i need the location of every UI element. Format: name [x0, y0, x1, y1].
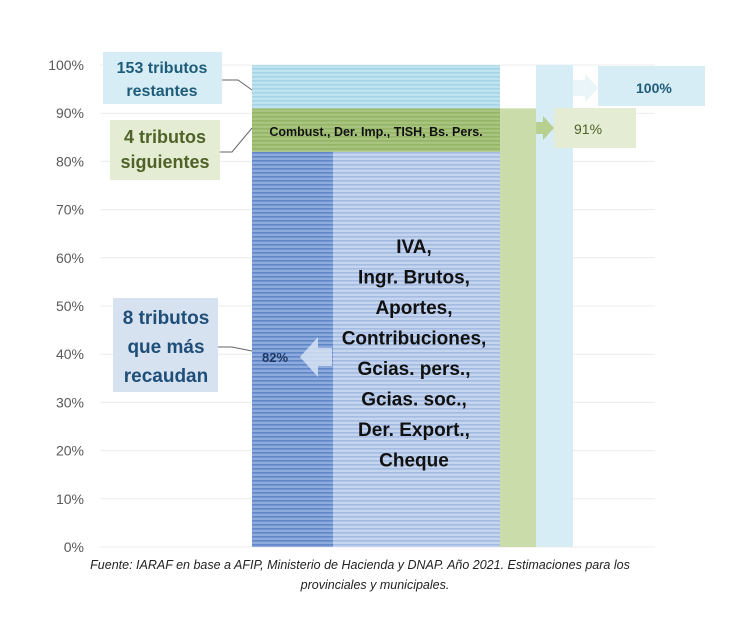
- annotation-box-siguientes: [110, 120, 220, 180]
- top8-detail-line: Cheque: [379, 451, 449, 472]
- source-line-2: provinciales y municipales.: [300, 578, 450, 592]
- value-box-91: [554, 108, 636, 148]
- bar-segment-siguientes: [252, 108, 500, 152]
- top8-detail-line: Gcias. soc.,: [361, 390, 467, 411]
- top8-detail-line: Contribuciones,: [342, 329, 487, 350]
- value-label-91: 91%: [574, 121, 602, 137]
- y-tick-label: 100%: [48, 57, 84, 73]
- source-line-1: Fuente: IARAF en base a AFIP, Ministerio…: [90, 558, 630, 572]
- connector-line: [222, 79, 253, 91]
- annotation-siguientes-line: siguientes: [120, 152, 209, 172]
- arrow-right-icon: [573, 74, 598, 102]
- annotation-restantes-line: restantes: [126, 83, 197, 100]
- arrow-left-icon: [300, 337, 332, 377]
- top8-detail-line: Ingr. Brutos,: [358, 268, 470, 289]
- connector-line: [220, 127, 253, 153]
- annotation-siguientes-line: 4 tributos: [124, 127, 206, 147]
- value-label-82: 82%: [262, 350, 288, 365]
- connector-line: [218, 346, 253, 352]
- y-tick-label: 0%: [64, 539, 84, 555]
- y-tick-label: 20%: [56, 443, 84, 459]
- bar-segment-restantes: [252, 65, 500, 109]
- y-tick-label: 40%: [56, 346, 84, 362]
- top8-detail-line: Gcias. pers.,: [357, 359, 470, 380]
- annotation-top8-line: 8 tributos: [123, 308, 210, 329]
- value-box-100: [598, 66, 705, 106]
- annotation-top8-line: recaudan: [124, 366, 208, 387]
- top8-detail-line: IVA,: [396, 237, 432, 258]
- y-tick-label: 80%: [56, 153, 84, 169]
- siguientes-detail: Combust., Der. Imp., TISH, Bs. Pers.: [269, 125, 482, 139]
- annotation-box-restantes: [103, 52, 222, 104]
- annotation-box-top8: [113, 298, 218, 392]
- y-tick-label: 50%: [56, 298, 84, 314]
- annotation-restantes-line: 153 tributos: [117, 60, 208, 77]
- cumulative-bar-91: [500, 108, 536, 547]
- y-tick-label: 30%: [56, 394, 84, 410]
- top8-detail-line: Der. Export.,: [358, 420, 470, 441]
- y-tick-label: 10%: [56, 491, 84, 507]
- value-label-100: 100%: [636, 80, 672, 96]
- top8-detail-line: Aportes,: [375, 298, 452, 319]
- y-tick-label: 90%: [56, 105, 84, 121]
- y-tick-label: 60%: [56, 250, 84, 266]
- arrow-right-icon: [536, 116, 554, 140]
- annotation-top8-line: que más: [127, 337, 204, 358]
- y-tick-label: 70%: [56, 202, 84, 218]
